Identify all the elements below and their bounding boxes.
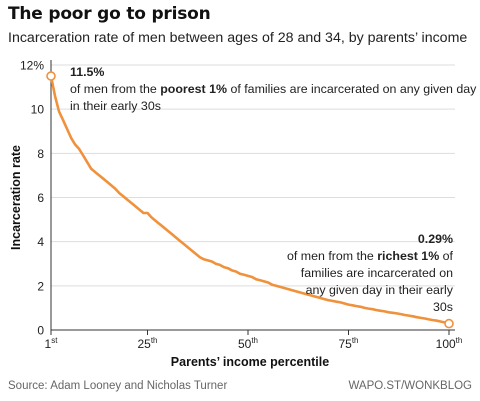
y-tick-label: 0 — [37, 324, 44, 338]
annotation-richest-value: 0.29% — [417, 232, 453, 246]
x-tick-label: 25th — [137, 336, 157, 351]
endpoint-markers — [46, 71, 454, 329]
series-line — [49, 74, 451, 325]
y-axis-title: Incarceration rate — [9, 145, 23, 250]
annotation-poorest-bold: poorest 1% — [160, 82, 228, 96]
x-axis-title: Parents’ income percentile — [171, 355, 329, 369]
x-tick-label: 50th — [238, 336, 258, 351]
annotation-richest-post: of families are incarcerated on any give… — [300, 249, 453, 314]
annotation-richest-bold: richest 1% — [377, 249, 440, 263]
line-series — [49, 74, 451, 325]
source-note: Source: Adam Looney and Nicholas Turner — [8, 380, 228, 392]
endpoint-marker — [444, 318, 454, 329]
y-tick-label: 6 — [37, 191, 44, 205]
y-tick-label: 12% — [20, 59, 44, 73]
y-tick-label: 8 — [37, 147, 44, 161]
grid-lines — [51, 64, 455, 287]
credit-link[interactable]: WAPO.ST/WONKBLOG — [348, 380, 472, 392]
y-tick-label: 10 — [31, 103, 45, 117]
chart-subtitle: Incarceration rate of men between ages o… — [8, 30, 468, 46]
annotation-richest-pre: of men from the — [287, 249, 378, 263]
y-tick-label: 4 — [37, 235, 44, 249]
endpoint-marker — [46, 71, 56, 81]
x-tick-label: 100th — [436, 336, 463, 351]
y-tick-label: 2 — [37, 279, 44, 293]
annotation-poorest-value: 11.5% — [70, 65, 105, 79]
annotation-poorest-pre: of men from the — [70, 82, 161, 96]
annotation-poorest: 11.5% of men from the poorest 1% of fami… — [70, 64, 480, 115]
chart-title: The poor go to prison — [8, 4, 211, 24]
annotation-poorest-post: of families are incarcerated on any give… — [70, 82, 477, 113]
axes — [50, 60, 455, 335]
x-tick-label: 1st — [45, 336, 59, 351]
annotation-richest: 0.29% of men from the richest 1% of fami… — [283, 231, 453, 316]
tick-labels: 0 2 4 6 8 10 12% 1st 25th 50th 75th 100th Incarcerat… — [9, 59, 462, 370]
x-tick-label: 75th — [338, 336, 358, 351]
